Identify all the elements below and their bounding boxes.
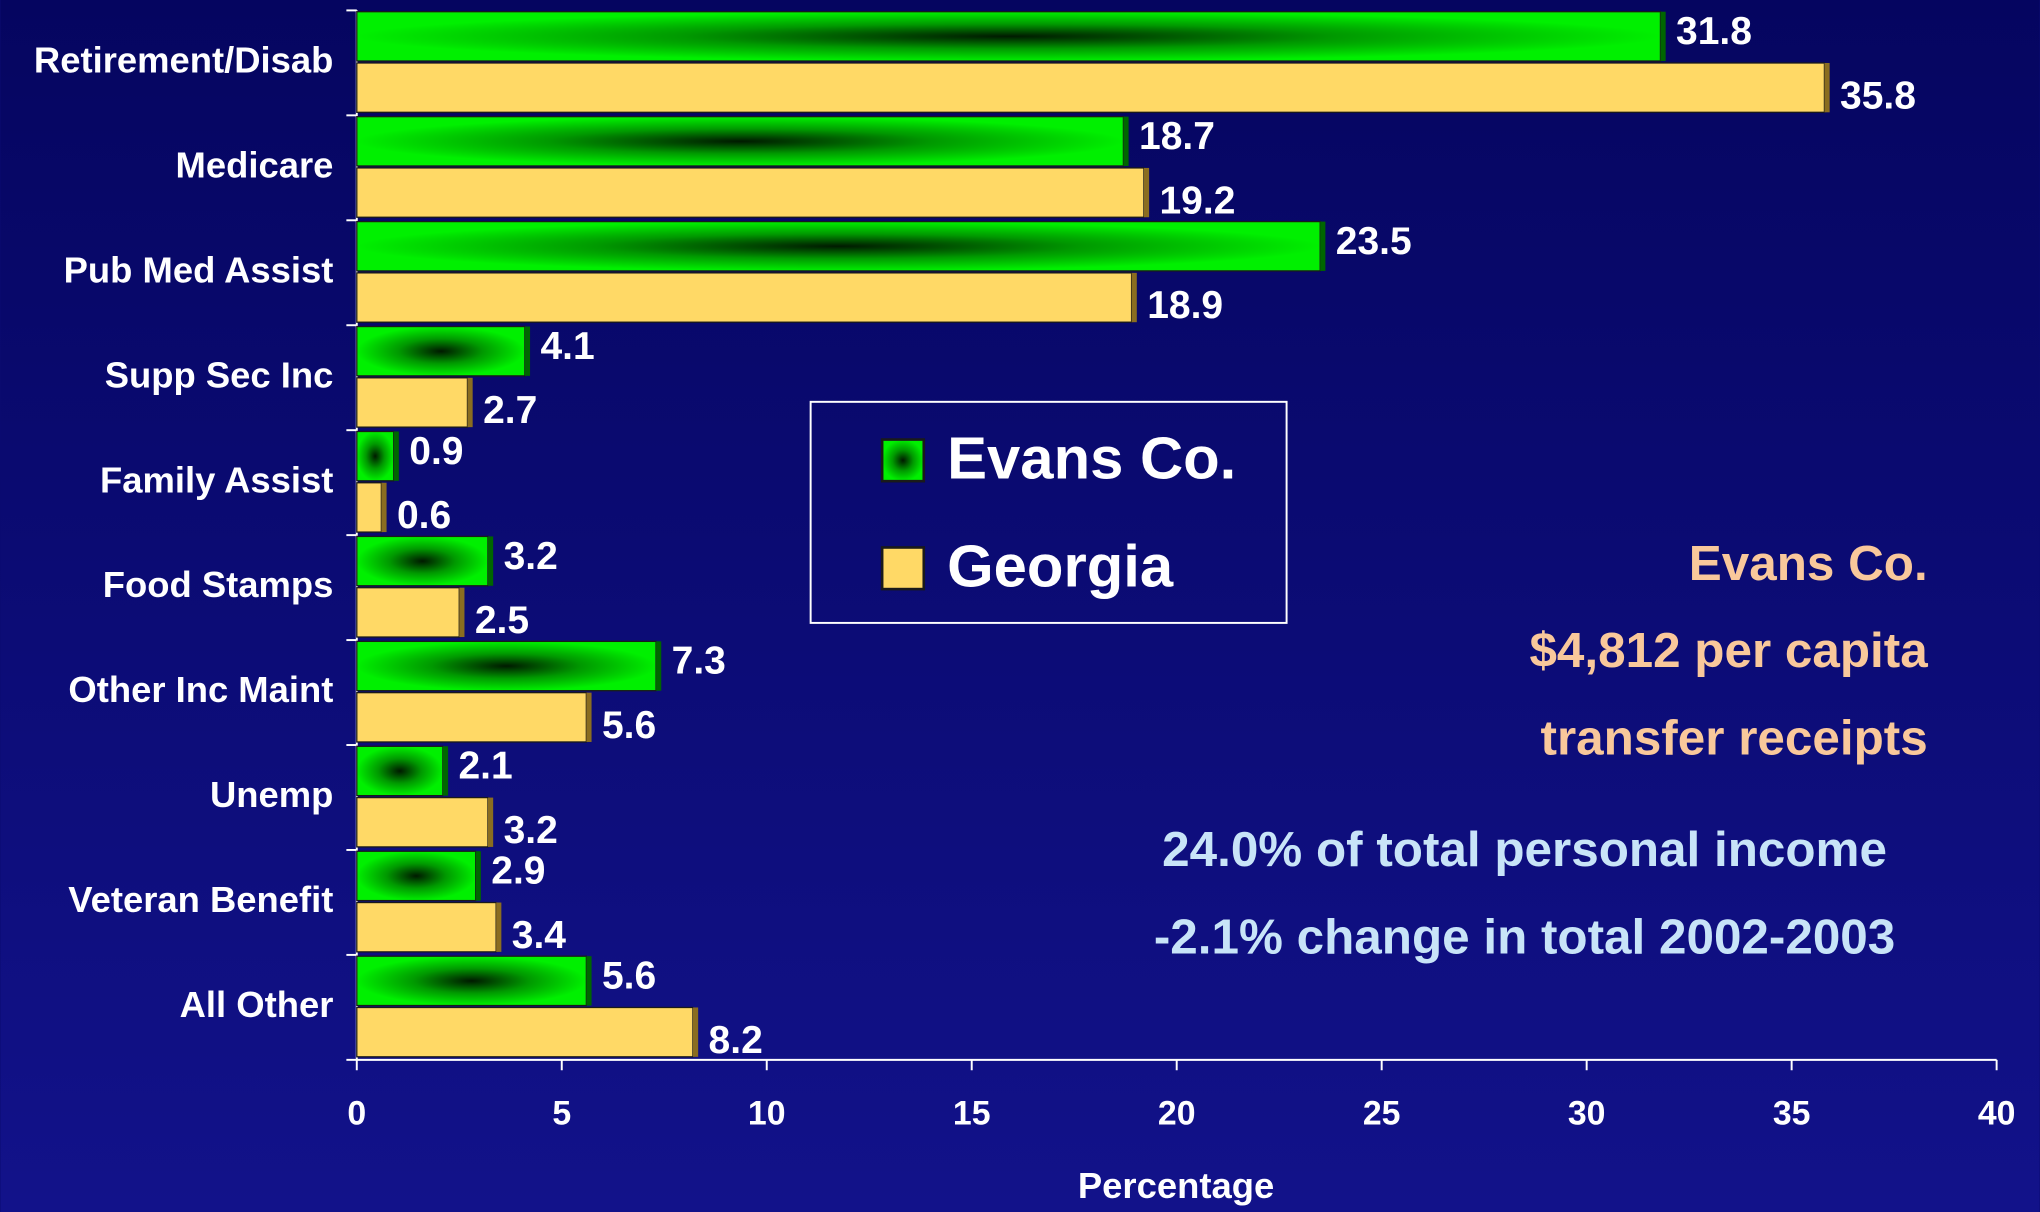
data-label: 2.9 [491,850,545,893]
bar [356,377,469,428]
x-tick-label: 25 [1363,1095,1401,1133]
data-label: 7.3 [672,640,726,683]
legend-label: Evans Co. [947,425,1236,492]
annotation: 24.0% of total personal income [1162,822,1887,877]
y-tick-label: All Other [180,984,334,1025]
bar-edge [1824,62,1830,113]
bar [356,1006,694,1058]
legend-swatch [880,546,926,591]
bar [356,220,1321,272]
data-label: 19.2 [1160,179,1236,222]
data-label: 0.9 [409,430,463,473]
bar [356,62,1826,113]
bar-edge [393,431,399,481]
bar-edge [1660,11,1666,62]
x-tick-label: 20 [1158,1095,1196,1133]
bar [356,850,477,902]
bar [356,691,588,743]
x-tick-label: 15 [953,1095,991,1133]
y-tick-label: Other Inc Maint [68,669,333,710]
data-label: 31.8 [1676,10,1752,53]
data-label: 8.2 [709,1019,763,1062]
bar-edge [487,797,494,847]
legend-swatch [880,438,926,483]
bar [356,901,497,953]
x-tick-label: 10 [748,1095,786,1133]
bar-edge [1143,167,1150,218]
bar-edge [496,902,502,952]
bar [356,115,1125,167]
data-label: 0.6 [397,494,451,537]
legend-label: Georgia [947,533,1174,600]
y-tick-label: Medicare [176,144,334,185]
x-tick-label: 5 [552,1095,571,1133]
bar [356,430,395,482]
bar-edge [692,1007,699,1057]
bar [356,167,1145,218]
annotation: transfer receipts [1540,710,1927,765]
bar [356,640,657,692]
bar-edge [475,851,481,901]
bar-edge [1123,116,1129,166]
y-tick-label: Family Assist [100,459,333,500]
bar [356,535,489,587]
bar-edge [487,536,494,586]
x-axis-label: Percentage [1078,1165,1274,1206]
y-tick-label: Food Stamps [103,564,334,605]
bar-edge [442,746,449,796]
y-tick-label: Supp Sec Inc [105,354,334,395]
bar-edge [1131,272,1137,323]
y-tick-label: Veteran Benefit [68,879,333,920]
bar [356,587,460,638]
data-label: 4.1 [540,325,594,368]
y-tick-label: Retirement/Disab [34,40,333,81]
data-label: 3.4 [512,914,567,957]
y-tick-label: Pub Med Assist [64,249,334,290]
y-tick-label: Unemp [210,774,333,815]
data-label: 5.6 [602,704,656,747]
bar-edge [586,692,592,742]
annotation: -2.1% change in total 2002-2003 [1154,909,1895,964]
bar-edge [467,377,473,428]
data-label: 23.5 [1336,220,1412,263]
data-label: 35.8 [1840,74,1916,117]
data-label: 2.7 [483,389,537,432]
bar-edge [381,482,387,533]
data-label: 2.1 [458,745,512,788]
data-label: 18.9 [1147,284,1223,327]
bar-edge [656,641,662,691]
bar-edge [586,956,592,1006]
bar [356,482,383,533]
annotation: Evans Co. [1689,536,1928,591]
bar [356,11,1662,62]
x-tick-label: 0 [347,1095,366,1133]
bar-edge [459,587,465,638]
x-tick-label: 30 [1568,1095,1606,1133]
x-tick-label: 35 [1773,1095,1811,1133]
x-tick-label: 40 [1978,1095,2016,1133]
bar-edge [524,326,531,376]
data-label: 2.5 [475,599,529,642]
data-label: 18.7 [1139,115,1215,158]
bar [356,272,1133,323]
bar [356,796,489,848]
data-label: 3.2 [504,809,558,852]
data-label: 3.2 [504,535,558,578]
bar [356,745,444,797]
bar [356,325,526,377]
legend-box [809,400,1288,624]
annotation: $4,812 per capita [1529,623,1928,678]
data-label: 5.6 [602,955,656,998]
bar [356,955,588,1007]
bar-edge [1320,221,1326,271]
